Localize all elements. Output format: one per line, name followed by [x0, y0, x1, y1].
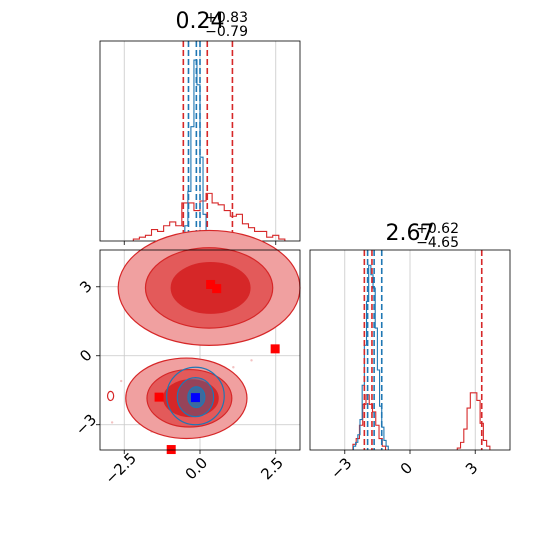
joint-red-sample [206, 279, 216, 289]
hist2-xtick-label: −3 [327, 454, 355, 482]
hist1-blue-bars [181, 59, 210, 241]
joint-red-sample [270, 344, 280, 354]
hist2-quantile-lines [363, 250, 483, 450]
joint-ytick-label: 3 [76, 277, 95, 296]
hist2-xticks: −3 0 3 [327, 450, 481, 483]
title-param2-plus: +0.62 [416, 221, 459, 237]
joint-yticks: 3 0 −3 [72, 277, 100, 439]
hist1-blue-series [181, 59, 210, 241]
joint-ytick-label: 0 [76, 346, 95, 365]
title-param1-value: 0.24 [176, 9, 225, 34]
hist2-red-bars [456, 392, 491, 450]
title-param2-value: 2.67 [386, 221, 435, 246]
joint-red-sample [212, 284, 222, 294]
joint-xtick-label: 0.0 [182, 454, 212, 484]
hist1-red-bars [132, 192, 286, 241]
panel-hist-param1: 0.24 +0.83 −0.79 [99, 9, 301, 245]
joint-red-island [106, 390, 115, 402]
joint-faint-point [120, 379, 123, 383]
hist2-xtick-label: 0 [397, 459, 416, 478]
joint-red-sample [166, 445, 176, 455]
title-param2: 2.67 [386, 221, 435, 246]
joint-xtick-label: −2.5 [101, 449, 139, 487]
hist2-blue-bars [352, 264, 389, 450]
hist2-blue-series [352, 264, 389, 450]
joint-faint-point [110, 421, 114, 424]
hist1-red-series [132, 192, 286, 241]
joint-ytick-label: −3 [72, 411, 100, 439]
panel-hist-param2: −3 0 3 2.67 +0.62 −4.65 [309, 221, 511, 483]
joint-faint-point [232, 366, 235, 369]
hist2-xtick-label: 3 [462, 459, 481, 478]
hist2-grid [344, 250, 476, 450]
joint-faint-point [250, 359, 253, 362]
joint-blue-outer [166, 366, 225, 426]
title-param1: 0.24 [176, 9, 225, 34]
title-param1-plus: +0.83 [205, 10, 248, 26]
joint-blue-sample [190, 393, 200, 403]
joint-samples [154, 279, 280, 455]
joint-red-sample [154, 392, 164, 402]
title-param2-minus: −4.65 [416, 235, 459, 251]
joint-xtick-label: 2.5 [257, 454, 287, 484]
hist1-quantile-lines [182, 41, 234, 241]
title-param1-minus: −0.79 [205, 24, 248, 40]
joint-xticks: −2.5 0.0 2.5 [101, 449, 287, 487]
panel-joint: −2.5 0.0 2.5 3 0 −3 [72, 229, 301, 488]
